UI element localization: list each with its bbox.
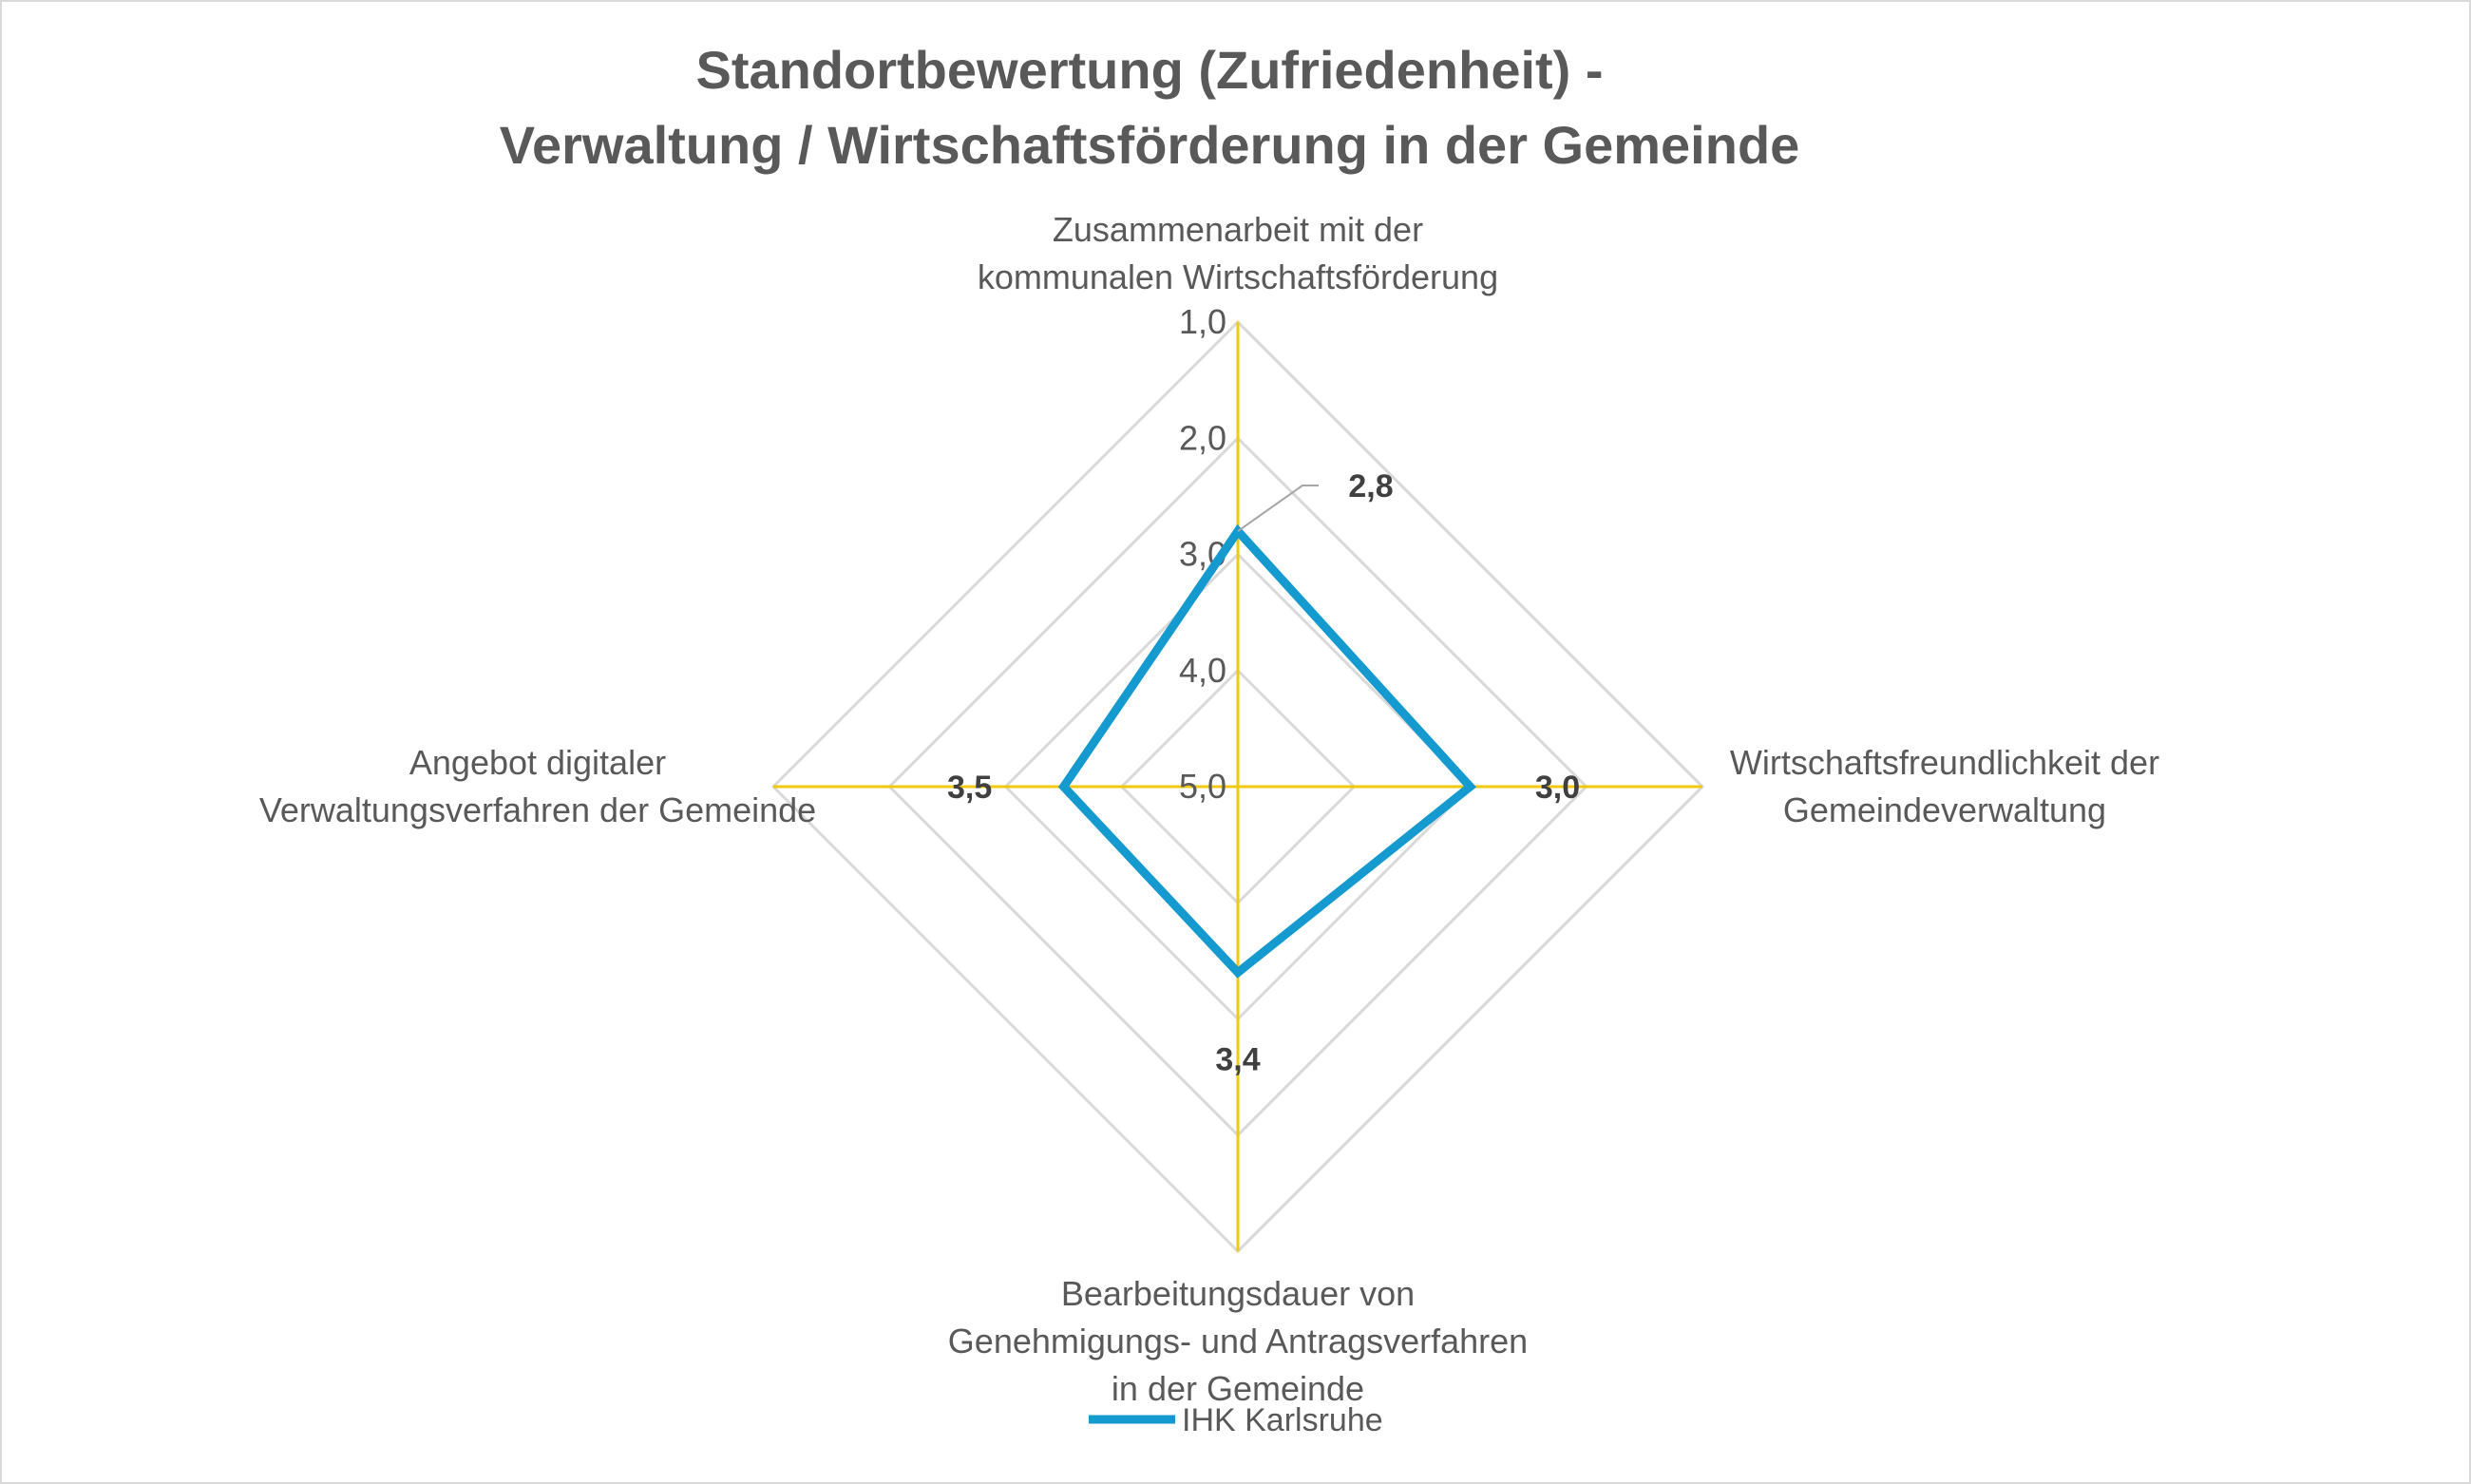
tick-label-0: 1,0 [1179, 302, 1226, 341]
chart-title: Standortbewertung (Zufriedenheit) - Verw… [500, 40, 1800, 175]
category-labels: Zusammenarbeit mit der kommunalen Wirtsch… [259, 210, 2159, 1408]
category-label-0-line-0: Zusammenarbeit mit der [1053, 210, 1423, 249]
category-label-2-line-2: in der Gemeinde [1112, 1369, 1364, 1408]
data-label-2: 3,4 [1215, 1042, 1260, 1078]
legend-label-0: IHK Karlsruhe [1182, 1402, 1383, 1438]
legend: IHK Karlsruhe [1089, 1402, 1383, 1438]
data-label-3: 3,5 [947, 770, 992, 806]
chart-title-line-2: Verwaltung / Wirtschaftsförderung in der… [500, 115, 1800, 175]
category-label-3-line-1: Verwaltungsverfahren der Gemeinde [259, 790, 816, 829]
tick-label-3: 4,0 [1179, 651, 1226, 690]
category-label-2-line-1: Genehmigungs- und Antragsverfahren [948, 1322, 1528, 1360]
axis-tick-labels: 1,02,03,04,05,0 [1179, 302, 1226, 806]
chart-title-line-1: Standortbewertung (Zufriedenheit) - [695, 40, 1603, 100]
data-series [1057, 523, 1477, 979]
series-line-0 [1057, 523, 1477, 979]
category-label-3: Angebot digitaler Verwaltungsverfahren de… [259, 743, 816, 829]
category-label-2: Bearbeitungsdauer von Genehmigungs- und A… [948, 1274, 1528, 1408]
category-label-2-line-0: Bearbeitungsdauer von [1061, 1274, 1415, 1313]
category-label-1-line-0: Wirtschaftsfreundlichkeit der [1730, 743, 2159, 782]
category-label-0-line-1: kommunalen Wirtschaftsförderung [978, 257, 1498, 296]
category-label-0: Zusammenarbeit mit der kommunalen Wirtsch… [978, 210, 1498, 296]
data-label-0: 2,8 [1348, 468, 1393, 504]
category-label-1: Wirtschaftsfreundlichkeit der Gemeindever… [1730, 743, 2159, 829]
leader-line-0 [1237, 485, 1319, 532]
tick-label-1: 2,0 [1179, 418, 1226, 457]
category-label-3-line-0: Angebot digitaler [409, 743, 666, 782]
category-label-1-line-1: Gemeindeverwaltung [1783, 790, 2106, 829]
data-labels: 2,8 3,0 3,4 3,5 [947, 468, 1580, 1078]
tick-label-4: 5,0 [1179, 767, 1226, 806]
data-label-1: 3,0 [1535, 770, 1580, 806]
